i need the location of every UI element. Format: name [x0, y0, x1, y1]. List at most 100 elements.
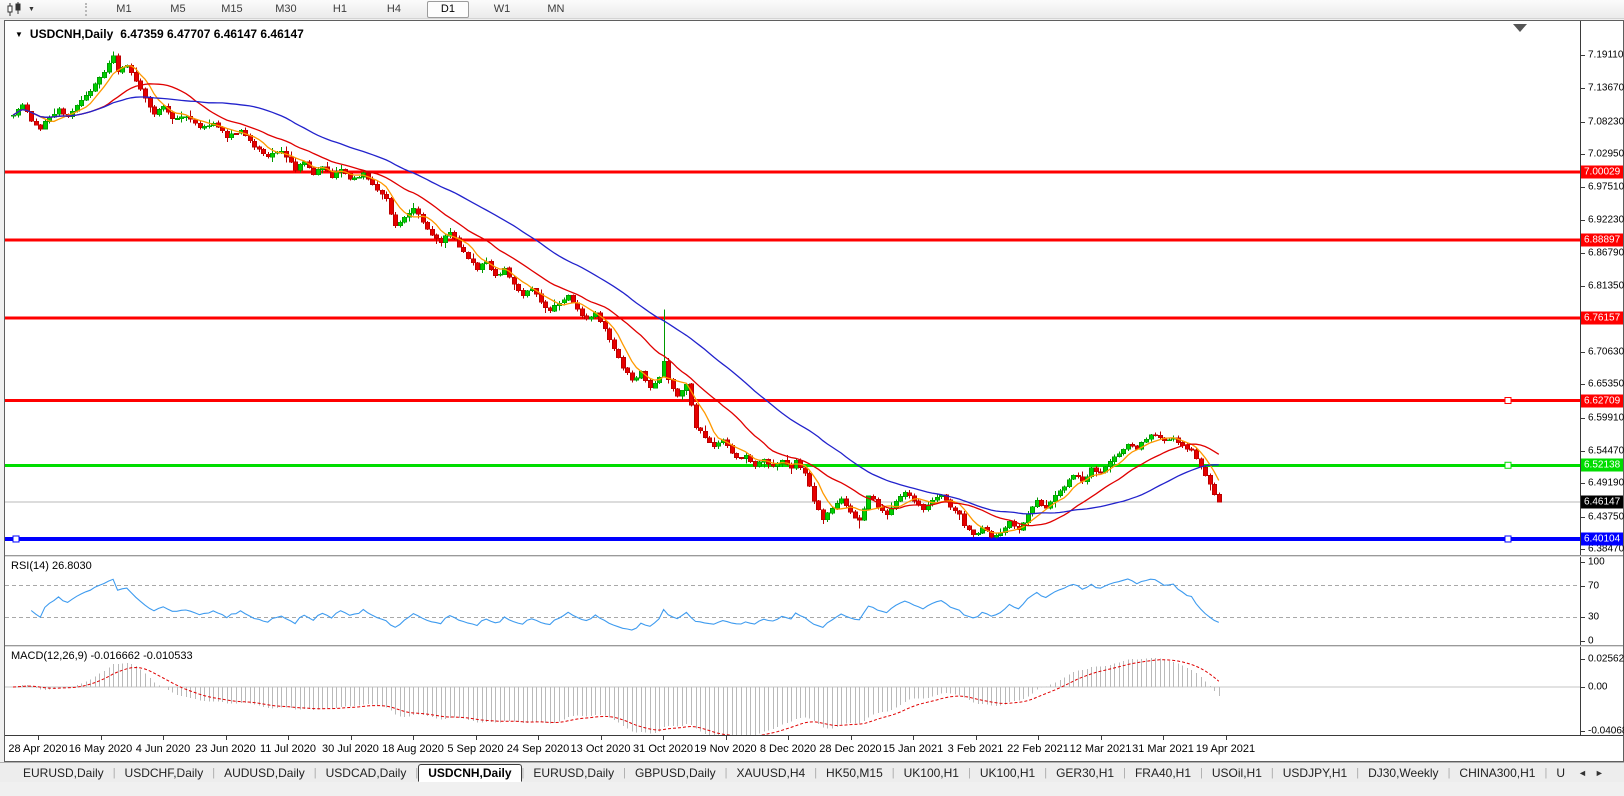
price-axis[interactable]: 7.19110 7.13670 7.08230 7.02950 6.97510 6.922…: [1580, 21, 1624, 555]
tab-u[interactable]: U: [1556, 765, 1565, 780]
bottom-strip: [0, 782, 1624, 796]
tab-fra40-h1[interactable]: FRA40,H1: [1134, 765, 1191, 780]
tab-separator: |: [1123, 766, 1126, 779]
timeframe-button-h4[interactable]: H4: [386, 2, 401, 15]
chart-title-collapse-icon[interactable]: ▼: [15, 30, 23, 39]
macd-axis[interactable]: 0.025623 0.00 -0.040687: [1580, 647, 1624, 737]
date-axis-tick: [225, 736, 227, 740]
line-handle[interactable]: [1504, 461, 1512, 469]
price-axis-tick-label: 6.54470: [1588, 445, 1624, 457]
line-handle[interactable]: [12, 535, 20, 543]
rsi-plot[interactable]: [5, 557, 1580, 645]
tab-eurusd-daily[interactable]: EURUSD,Daily: [533, 765, 615, 780]
timeframe-button-mn[interactable]: MN: [547, 2, 565, 15]
price-axis-tick-label: 7.08230: [1588, 116, 1624, 128]
date-axis-tick: [663, 736, 664, 740]
chart-title: ▼ USDCNH,Daily 6.47359 6.47707 6.46147 6…: [15, 27, 304, 41]
price-axis-tick: [1581, 450, 1585, 452]
panel-splitter[interactable]: [5, 555, 1623, 557]
chart-type-dropdown-icon[interactable]: ▼: [28, 6, 35, 13]
chart-window: ▼ USDCNH,Daily 6.47359 6.47707 6.46147 6…: [4, 20, 1624, 762]
current-price-label: 6.46147: [1581, 495, 1623, 509]
timeframe-button-w1[interactable]: W1: [493, 2, 511, 15]
macd-histogram: [18, 657, 1220, 735]
ma-mid-line[interactable]: [12, 83, 1220, 527]
price-axis-tick-label: 6.38470: [1588, 543, 1624, 555]
tab-xauusd-h4[interactable]: XAUUSD,H4: [736, 765, 806, 780]
date-axis-tick: [1163, 736, 1164, 740]
date-axis-tick: [38, 736, 39, 740]
level-lines: [5, 170, 1580, 541]
chart-type-icon[interactable]: [6, 1, 26, 17]
timeframe-button-m5[interactable]: M5: [170, 2, 186, 15]
macd-plot[interactable]: [5, 647, 1580, 735]
date-axis-tick: [475, 736, 477, 740]
price-axis-tick: [1581, 252, 1585, 254]
chart-shift-marker[interactable]: [1513, 24, 1527, 32]
tab-hk50-m15[interactable]: HK50,M15: [826, 765, 883, 780]
macd-axis-tick: [1581, 731, 1585, 732]
tab-separator: |: [891, 766, 895, 779]
price-axis-tick-label: 7.02950: [1588, 148, 1624, 160]
tab-usoil-h1[interactable]: USOil,H1: [1211, 765, 1262, 780]
date-axis-label: 15 Jan 2021: [882, 743, 944, 755]
tab-usdcnh-daily[interactable]: USDCNH,Daily: [418, 763, 522, 782]
macd-label: MACD(12,26,9) -0.016662 -0.010533: [11, 650, 193, 662]
price-chart-panel: ▼ USDCNH,Daily 6.47359 6.47707 6.46147 6…: [5, 21, 1624, 555]
ma-fast-line[interactable]: [12, 65, 1220, 534]
tab-separator: |: [1200, 766, 1203, 779]
tab-eurusd-daily[interactable]: EURUSD,Daily: [23, 765, 104, 780]
rsi-axis[interactable]: 100 70 30 0: [1580, 557, 1623, 647]
date-axis-tick: [725, 736, 727, 740]
price-chart-plot[interactable]: [5, 21, 1580, 555]
line-handle[interactable]: [1504, 535, 1512, 543]
tab-separator: |: [814, 766, 818, 779]
tab-uk100-h1[interactable]: UK100,H1: [979, 765, 1036, 780]
tab-scroll-right-icon[interactable]: ►: [1594, 767, 1604, 778]
date-axis-tick: [163, 736, 164, 740]
level-price-label: 6.40104: [1581, 532, 1623, 546]
timeframe-button-m15[interactable]: M15: [221, 2, 243, 15]
timeframe-button-h1[interactable]: H1: [332, 2, 347, 15]
price-axis-tick: [1581, 88, 1585, 90]
tab-scroll-left-icon[interactable]: ◄: [1577, 767, 1587, 778]
tab-usdjpy-h1[interactable]: USDJPY,H1: [1282, 765, 1348, 780]
panel-splitter[interactable]: [5, 645, 1623, 647]
price-axis-tick: [1581, 187, 1585, 189]
level-price-label: 6.62709: [1581, 394, 1623, 407]
price-axis-tick: [1581, 483, 1585, 485]
date-axis-tick: [1038, 736, 1039, 740]
timeframe-button-m1[interactable]: M1: [116, 2, 132, 15]
tab-usdchf-daily[interactable]: USDCHF,Daily: [124, 765, 204, 780]
date-axis[interactable]: 28 Apr 2020 16 May 2020 4 Jun 2020 23 Jun 2…: [5, 735, 1623, 761]
date-axis-label: 19 Nov 2020: [694, 743, 757, 755]
tab-china300-h1[interactable]: CHINA300,H1: [1459, 765, 1536, 780]
rsi-panel: RSI(14) 26.8030 100 70 30 0: [5, 557, 1623, 647]
date-axis-label: 16 May 2020: [68, 743, 133, 755]
price-axis-tick-label: 6.70630: [1588, 346, 1624, 358]
line-handle[interactable]: [1504, 397, 1512, 405]
tab-usdcad-daily[interactable]: USDCAD,Daily: [325, 765, 407, 780]
tab-gbpusd-daily[interactable]: GBPUSD,Daily: [634, 765, 716, 780]
toolbar-grip[interactable]: [84, 2, 87, 16]
timeframe-button-d1[interactable]: D1: [426, 0, 469, 18]
rsi-line: [30, 578, 1220, 631]
date-axis-label: 3 Feb 2021: [947, 743, 1004, 755]
tab-uk100-h1[interactable]: UK100,H1: [903, 765, 959, 780]
ma-slow-line[interactable]: [12, 96, 1219, 515]
tab-dj30-weekly[interactable]: DJ30,Weekly: [1368, 765, 1439, 780]
price-axis-tick: [1581, 54, 1585, 56]
date-axis-label: 19 Apr 2021: [1195, 743, 1256, 755]
timeframe-button-m30[interactable]: M30: [275, 2, 297, 15]
price-axis-tick-label: 6.43750: [1588, 511, 1624, 523]
date-axis-label: 13 Oct 2020: [570, 743, 631, 755]
date-axis-label: 24 Sep 2020: [506, 743, 570, 755]
rsi-label: RSI(14) 26.8030: [11, 560, 92, 572]
tab-separator: |: [212, 766, 216, 779]
date-axis-label: 4 Jun 2020: [135, 743, 191, 755]
date-axis-tick: [975, 736, 977, 740]
candlestick-chart-icon: [7, 1, 21, 16]
price-axis-tick-label: 7.19110: [1588, 49, 1624, 61]
tab-ger30-h1[interactable]: GER30,H1: [1056, 765, 1115, 780]
tab-audusd-daily[interactable]: AUDUSD,Daily: [224, 765, 305, 780]
